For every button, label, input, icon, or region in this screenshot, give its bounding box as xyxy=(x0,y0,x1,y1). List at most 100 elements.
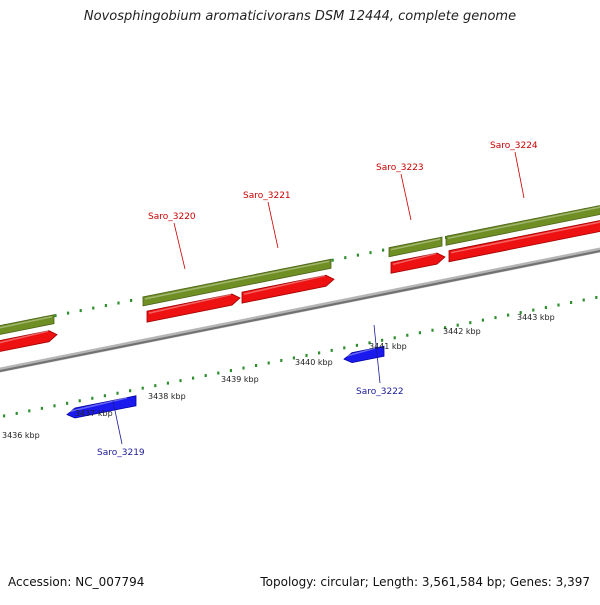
feature-block-highlight xyxy=(447,206,600,240)
tick-mark xyxy=(242,366,245,370)
kbp-tick-label: 3439 kbp xyxy=(221,375,259,384)
feature-block xyxy=(445,205,600,246)
tick-mark xyxy=(54,314,57,318)
genome-summary-text: Topology: circular; Length: 3,561,584 bp… xyxy=(260,575,590,589)
forward-gene xyxy=(0,330,58,352)
tick-mark xyxy=(532,308,535,312)
tick-mark xyxy=(481,318,484,322)
tick-mark xyxy=(519,311,522,315)
tick-mark xyxy=(331,258,334,262)
kbp-tick-label: 3437 kbp xyxy=(75,409,113,418)
tick-mark xyxy=(130,299,133,302)
tick-mark xyxy=(406,333,409,337)
gene-label: Saro_3221 xyxy=(243,191,291,201)
tick-mark xyxy=(104,304,107,308)
tick-mark xyxy=(368,341,371,345)
tick-mark xyxy=(431,328,434,332)
gene-leader-line xyxy=(400,173,412,221)
reverse-gene-highlight xyxy=(68,397,128,413)
gene-leader-line xyxy=(173,222,186,270)
tick-mark xyxy=(91,396,94,400)
tick-mark xyxy=(179,379,182,383)
tick-mark xyxy=(78,399,81,403)
tick-mark xyxy=(92,306,95,310)
tick-mark xyxy=(595,295,598,299)
feature-block xyxy=(0,314,55,335)
tick-mark xyxy=(280,358,283,362)
tick-mark xyxy=(344,256,347,260)
tick-mark xyxy=(192,376,195,380)
genome-title: Novosphingobium aromaticivorans DSM 1244… xyxy=(83,9,517,24)
kbp-tick-label: 3440 kbp xyxy=(295,358,333,367)
tick-mark xyxy=(229,369,232,373)
tick-mark xyxy=(456,323,459,327)
tick-mark xyxy=(204,374,207,378)
tick-mark xyxy=(507,313,510,317)
gene-leader-line xyxy=(112,400,123,445)
feature-block-highlight xyxy=(0,315,53,329)
tick-mark xyxy=(116,391,119,395)
gene-leader-line xyxy=(267,201,279,249)
tick-mark xyxy=(318,351,321,355)
forward-gene-highlight xyxy=(0,330,49,344)
forward-gene-highlight xyxy=(392,252,437,266)
tick-mark xyxy=(418,331,421,335)
tick-mark xyxy=(292,356,295,360)
gene-label: Saro_3223 xyxy=(376,163,424,173)
tick-mark xyxy=(570,301,573,304)
tick-mark xyxy=(117,301,120,305)
forward-gene xyxy=(146,293,241,323)
tick-mark xyxy=(217,371,220,375)
accession-text: Accession: NC_007794 xyxy=(8,575,145,589)
gene-label: Saro_3222 xyxy=(356,387,404,397)
gene-label: Saro_3224 xyxy=(490,141,538,151)
tick-mark xyxy=(544,306,547,310)
reverse-gene-highlight xyxy=(345,347,376,357)
kbp-tick-label: 3443 kbp xyxy=(517,313,555,322)
kbp-tick-label: 3438 kbp xyxy=(148,392,186,401)
forward-gene xyxy=(390,252,446,274)
tick-mark xyxy=(66,401,69,405)
forward-gene xyxy=(448,220,600,263)
tick-mark xyxy=(557,303,560,307)
reverse-gene xyxy=(343,345,385,364)
feature-block-highlight xyxy=(144,260,330,300)
tick-mark xyxy=(53,404,56,408)
gene-label: Saro_3219 xyxy=(97,448,145,458)
kbp-tick-label: 3436 kbp xyxy=(2,431,40,440)
feature-block xyxy=(142,258,332,307)
gene-leader-line xyxy=(514,151,525,199)
tick-mark xyxy=(40,406,43,410)
tick-mark xyxy=(67,311,70,315)
forward-gene xyxy=(241,274,335,304)
tick-mark xyxy=(129,389,132,393)
forward-gene-highlight xyxy=(148,293,232,314)
tick-mark xyxy=(382,248,385,252)
tick-mark xyxy=(393,336,396,340)
forward-gene-highlight xyxy=(243,274,326,295)
tick-mark xyxy=(166,381,169,385)
kbp-tick-label: 3442 kbp xyxy=(443,327,481,336)
kbp-tick-label: 3441 kbp xyxy=(369,342,407,351)
forward-gene-highlight xyxy=(450,221,600,254)
feature-block xyxy=(388,236,443,258)
tick-mark xyxy=(343,346,346,350)
tick-mark xyxy=(381,338,384,342)
gene-label: Saro_3220 xyxy=(148,212,196,222)
tick-mark xyxy=(103,394,106,398)
tick-mark xyxy=(582,298,585,302)
tick-mark xyxy=(356,253,359,257)
tick-mark xyxy=(3,414,6,418)
feature-block-highlight xyxy=(390,238,441,251)
tick-mark xyxy=(267,361,270,365)
tick-mark xyxy=(494,316,497,320)
tick-mark xyxy=(28,409,31,413)
tick-mark xyxy=(141,386,144,390)
genome-backbone-shadow xyxy=(0,249,600,373)
tick-mark xyxy=(15,411,18,415)
tick-mark xyxy=(330,348,333,352)
tick-mark xyxy=(154,384,157,388)
tick-mark xyxy=(79,309,82,313)
